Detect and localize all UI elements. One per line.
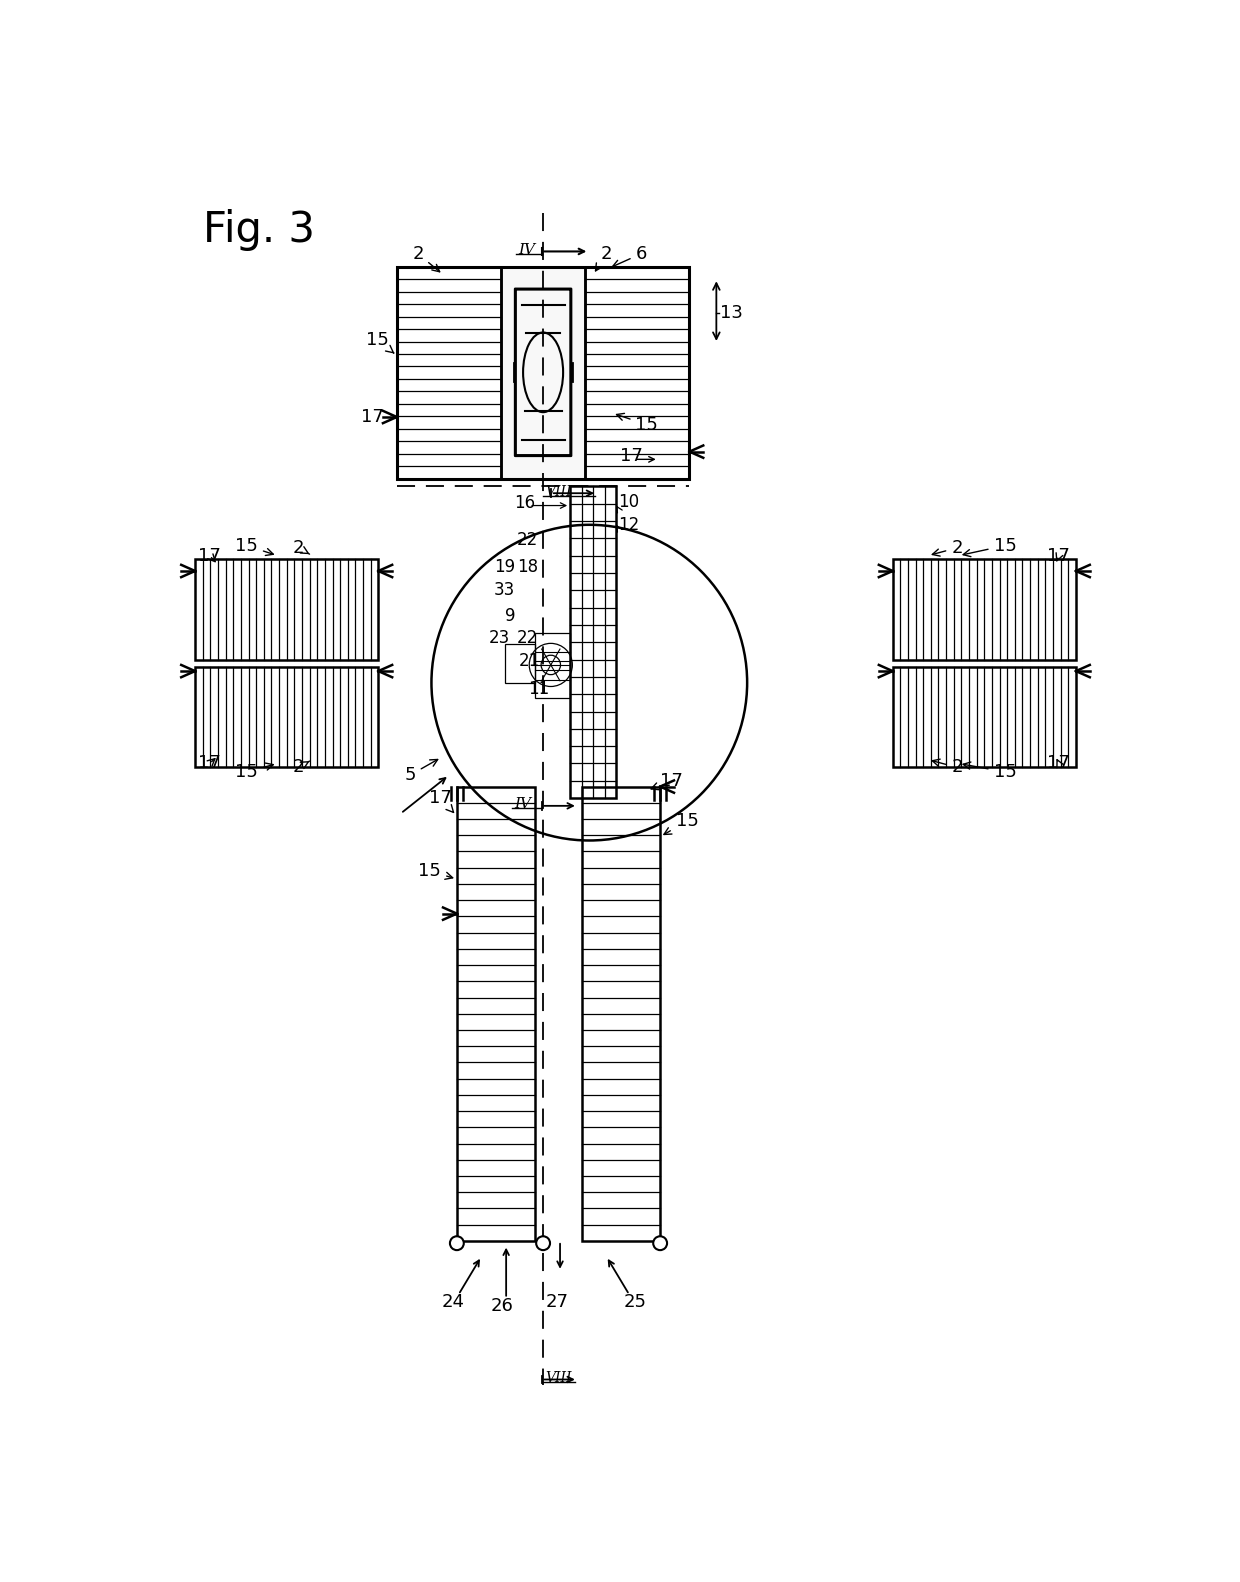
- Text: 25: 25: [624, 1294, 647, 1311]
- Text: 15: 15: [366, 331, 394, 353]
- Text: VIII: VIII: [546, 484, 572, 498]
- Circle shape: [653, 1236, 667, 1250]
- Bar: [195, 560, 378, 660]
- Text: 19: 19: [494, 558, 515, 576]
- Text: 15: 15: [236, 536, 273, 555]
- Text: 11: 11: [528, 680, 549, 698]
- Text: 22: 22: [517, 630, 538, 647]
- Bar: [582, 786, 660, 1240]
- Text: IV: IV: [515, 797, 532, 812]
- Circle shape: [536, 1236, 551, 1250]
- Text: 17: 17: [198, 755, 221, 772]
- Text: 18: 18: [517, 558, 538, 576]
- Text: 13: 13: [720, 304, 743, 323]
- Text: 33: 33: [494, 581, 515, 600]
- Text: 15: 15: [616, 413, 658, 433]
- Text: 15: 15: [963, 536, 1017, 557]
- Text: 23: 23: [490, 630, 511, 647]
- Text: 15: 15: [663, 812, 698, 834]
- Text: IV: IV: [518, 244, 536, 256]
- Text: 10: 10: [619, 492, 640, 511]
- Text: 17: 17: [198, 547, 221, 565]
- Text: 5: 5: [404, 759, 438, 785]
- Text: 16: 16: [513, 494, 534, 513]
- Bar: [195, 668, 378, 767]
- Text: 17: 17: [1048, 755, 1070, 772]
- Text: 17: 17: [429, 789, 454, 813]
- Bar: [456, 786, 536, 1240]
- Text: 2: 2: [293, 758, 310, 777]
- Text: 17: 17: [361, 408, 384, 426]
- Bar: [397, 267, 689, 479]
- Text: 22: 22: [517, 532, 538, 549]
- Text: 17: 17: [620, 448, 644, 465]
- Bar: [397, 267, 501, 479]
- Text: 17: 17: [651, 772, 683, 789]
- Text: 26: 26: [491, 1297, 513, 1315]
- Bar: [893, 560, 1076, 660]
- Bar: [536, 633, 570, 698]
- Text: 17: 17: [1048, 547, 1070, 565]
- Text: VIII: VIII: [546, 1372, 572, 1384]
- Text: 2: 2: [412, 245, 440, 272]
- Text: 15: 15: [236, 763, 273, 782]
- Text: 24: 24: [441, 1294, 465, 1311]
- Text: 12: 12: [619, 516, 640, 533]
- Text: 27: 27: [546, 1294, 568, 1311]
- Text: 9: 9: [505, 606, 515, 625]
- Bar: [501, 267, 585, 479]
- Text: 15: 15: [418, 862, 453, 880]
- Text: 15: 15: [963, 763, 1017, 782]
- Text: 6: 6: [613, 245, 647, 267]
- Text: 2: 2: [932, 539, 962, 557]
- Text: 2: 2: [595, 245, 613, 271]
- Bar: [505, 644, 536, 683]
- Text: Fig. 3: Fig. 3: [203, 209, 315, 252]
- Text: 2: 2: [932, 758, 962, 777]
- Circle shape: [450, 1236, 464, 1250]
- Text: 2: 2: [293, 539, 310, 557]
- Bar: [585, 267, 689, 479]
- Bar: [893, 668, 1076, 767]
- Bar: [570, 486, 616, 799]
- Text: 21: 21: [518, 652, 539, 671]
